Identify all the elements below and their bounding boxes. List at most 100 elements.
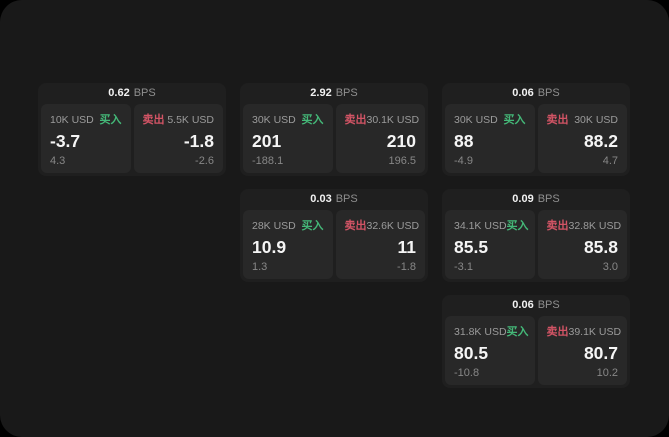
sell-pane-top: 卖出 32.6K USD	[344, 217, 420, 233]
buy-change-value: -188.1	[252, 155, 284, 167]
sell-size-label: 5.5K USD	[167, 114, 214, 126]
sell-price-value: 80.7	[583, 342, 618, 363]
buy-pane-top: 31.8K USD 买入	[454, 323, 529, 339]
sell-pane[interactable]: 卖出 30K USD 88.2 4.7	[537, 104, 627, 173]
quote-card[interactable]: 0.09 BPS 34.1K USD 买入 85.5 -3.1 卖出 32.8K…	[442, 189, 630, 282]
card-body: 28K USD 买入 10.9 1.3 卖出 32.6K USD 11 -1.8	[240, 210, 428, 282]
card-header: 2.92 BPS	[240, 83, 428, 104]
quote-card[interactable]: 0.06 BPS 31.8K USD 买入 80.5 -10.8 卖出 39.1…	[442, 295, 630, 388]
buy-size-label: 31.8K USD	[454, 326, 507, 338]
sell-label: 卖出	[344, 114, 367, 126]
sell-pane-top: 卖出 39.1K USD	[546, 323, 622, 339]
buy-label: 买入	[503, 114, 526, 126]
buy-change-value: -4.9	[454, 155, 473, 167]
bps-value: 0.62	[108, 87, 130, 99]
buy-price-value: 88	[454, 130, 474, 151]
buy-pane-top: 30K USD 买入	[252, 111, 324, 127]
buy-change-value: 4.3	[50, 155, 66, 167]
quote-card[interactable]: 0.06 BPS 30K USD 买入 88 -4.9 卖出 30K USD 8…	[442, 83, 630, 176]
buy-change-value: 1.3	[252, 261, 268, 273]
sell-pane[interactable]: 卖出 30.1K USD 210 196.5	[335, 104, 425, 173]
bps-unit-label: BPS	[133, 87, 156, 99]
bps-value: 0.06	[512, 299, 534, 311]
buy-pane[interactable]: 10K USD 买入 -3.7 4.3	[41, 104, 131, 173]
card-body: 34.1K USD 买入 85.5 -3.1 卖出 32.8K USD 85.8…	[442, 210, 630, 282]
sell-pane-top: 卖出 30.1K USD	[344, 111, 420, 127]
buy-pane-top: 34.1K USD 买入	[454, 217, 529, 233]
sell-price-value: 11	[397, 236, 417, 257]
buy-price-value: 10.9	[252, 236, 287, 257]
sell-label: 卖出	[546, 326, 569, 338]
card-body: 10K USD 买入 -3.7 4.3 卖出 5.5K USD -1.8 -2.…	[38, 104, 226, 176]
sell-price-value: 85.8	[583, 236, 618, 257]
card-body: 30K USD 买入 88 -4.9 卖出 30K USD 88.2 4.7	[442, 104, 630, 176]
buy-pane[interactable]: 31.8K USD 买入 80.5 -10.8	[445, 316, 535, 385]
sell-pane-top: 卖出 5.5K USD	[143, 111, 215, 127]
sell-pane[interactable]: 卖出 32.6K USD 11 -1.8	[335, 210, 425, 279]
sell-price-value: 88.2	[583, 130, 618, 151]
quote-card[interactable]: 2.92 BPS 30K USD 买入 201 -188.1 卖出 30.1K …	[240, 83, 428, 176]
bps-value: 0.03	[310, 193, 332, 205]
sell-change-value: 3.0	[602, 261, 618, 273]
buy-pane-top: 10K USD 买入	[50, 111, 122, 127]
card-header: 0.06 BPS	[442, 83, 630, 104]
buy-pane[interactable]: 34.1K USD 买入 85.5 -3.1	[445, 210, 535, 279]
quote-card[interactable]: 0.03 BPS 28K USD 买入 10.9 1.3 卖出 32.6K US…	[240, 189, 428, 282]
bps-value: 0.06	[512, 87, 534, 99]
card-header: 0.09 BPS	[442, 189, 630, 210]
card-header: 0.03 BPS	[240, 189, 428, 210]
buy-pane-top: 28K USD 买入	[252, 217, 324, 233]
sell-pane[interactable]: 卖出 32.8K USD 85.8 3.0	[537, 210, 627, 279]
sell-size-label: 32.6K USD	[366, 220, 420, 232]
bps-unit-label: BPS	[537, 299, 560, 311]
buy-label: 买入	[506, 220, 529, 232]
buy-pane[interactable]: 28K USD 买入 10.9 1.3	[243, 210, 333, 279]
bps-unit-label: BPS	[537, 87, 560, 99]
sell-label: 卖出	[546, 114, 569, 126]
card-body: 30K USD 买入 201 -188.1 卖出 30.1K USD 210 1…	[240, 104, 428, 176]
buy-size-label: 34.1K USD	[454, 220, 507, 232]
buy-price-value: -3.7	[50, 130, 81, 151]
buy-price-value: 80.5	[454, 342, 489, 363]
buy-size-label: 28K USD	[252, 220, 296, 232]
buy-change-value: -3.1	[454, 261, 473, 273]
sell-size-label: 32.8K USD	[568, 220, 622, 232]
sell-size-label: 39.1K USD	[568, 326, 622, 338]
sell-change-value: -1.8	[397, 261, 416, 273]
bps-unit-label: BPS	[335, 87, 358, 99]
buy-pane-top: 30K USD 买入	[454, 111, 526, 127]
sell-pane-top: 卖出 32.8K USD	[546, 217, 622, 233]
sell-pane-top: 卖出 30K USD	[547, 111, 619, 127]
sell-change-value: 196.5	[388, 155, 416, 167]
buy-label: 买入	[99, 114, 122, 126]
buy-change-value: -10.8	[454, 367, 480, 379]
buy-size-label: 10K USD	[50, 114, 94, 126]
buy-label: 买入	[506, 326, 529, 338]
sell-pane[interactable]: 卖出 39.1K USD 80.7 10.2	[537, 316, 627, 385]
sell-change-value: 10.2	[596, 367, 618, 379]
buy-label: 买入	[301, 220, 324, 232]
card-body: 31.8K USD 买入 80.5 -10.8 卖出 39.1K USD 80.…	[442, 316, 630, 388]
sell-price-value: -1.8	[183, 130, 214, 151]
card-header: 0.62 BPS	[38, 83, 226, 104]
buy-pane[interactable]: 30K USD 买入 88 -4.9	[445, 104, 535, 173]
buy-size-label: 30K USD	[252, 114, 296, 126]
sell-price-value: 210	[386, 130, 416, 151]
buy-price-value: 201	[252, 130, 282, 151]
quote-card[interactable]: 0.62 BPS 10K USD 买入 -3.7 4.3 卖出 5.5K USD…	[38, 83, 226, 176]
buy-pane[interactable]: 30K USD 买入 201 -188.1	[243, 104, 333, 173]
card-header: 0.06 BPS	[442, 295, 630, 316]
sell-size-label: 30K USD	[574, 114, 618, 126]
buy-size-label: 30K USD	[454, 114, 498, 126]
bps-unit-label: BPS	[537, 193, 560, 205]
buy-label: 买入	[301, 114, 324, 126]
sell-size-label: 30.1K USD	[366, 114, 420, 126]
sell-label: 卖出	[546, 220, 569, 232]
sell-change-value: -2.6	[195, 155, 214, 167]
sell-pane[interactable]: 卖出 5.5K USD -1.8 -2.6	[133, 104, 223, 173]
bps-value: 0.09	[512, 193, 534, 205]
sell-label: 卖出	[142, 114, 165, 126]
buy-price-value: 85.5	[454, 236, 489, 257]
cards-grid: 0.62 BPS 10K USD 买入 -3.7 4.3 卖出 5.5K USD…	[38, 83, 630, 388]
sell-label: 卖出	[344, 220, 367, 232]
